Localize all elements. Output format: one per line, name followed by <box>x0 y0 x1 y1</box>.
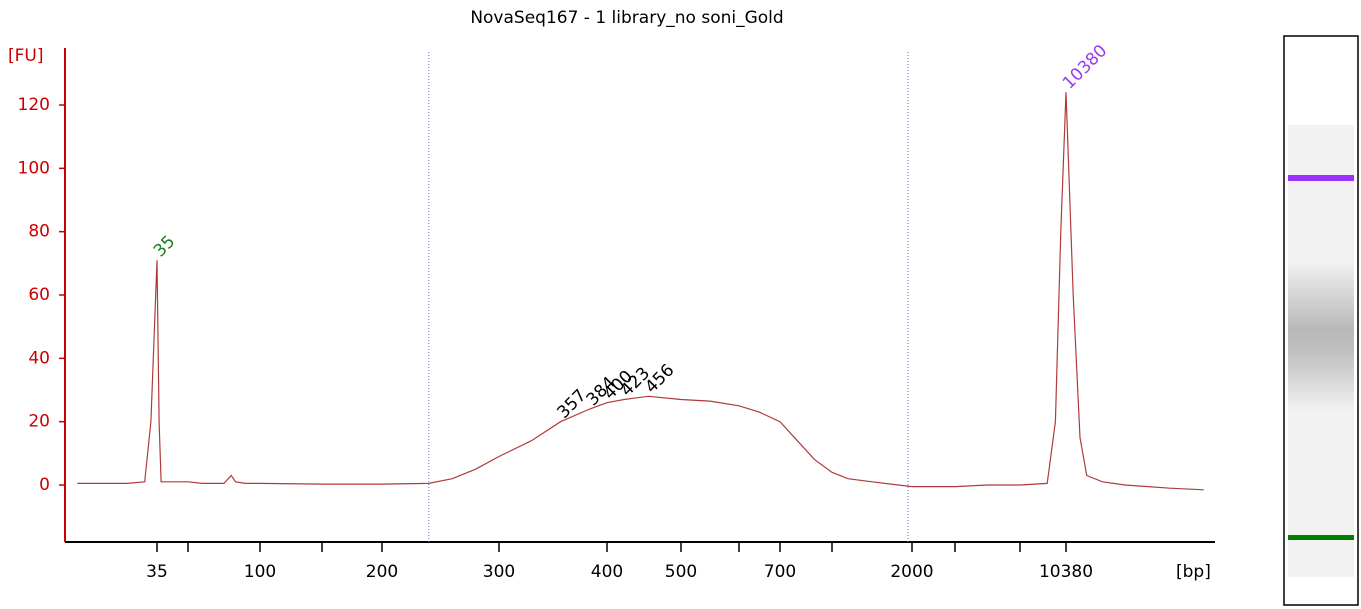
y-tick-label: 0 <box>39 475 50 495</box>
y-tick-label: 100 <box>18 158 50 178</box>
lower-marker-band <box>1288 535 1354 540</box>
peak-label: 357 <box>553 386 590 423</box>
y-tick-label: 80 <box>28 222 50 242</box>
x-tick-label: 300 <box>483 562 515 582</box>
gel-lane <box>1283 35 1359 606</box>
y-tick-label: 40 <box>28 348 50 368</box>
chart-title: NovaSeq167 - 1 library_no soni_Gold <box>470 8 783 28</box>
x-tick-label: 100 <box>244 562 276 582</box>
x-tick-label: 35 <box>146 562 168 582</box>
x-axis-label: [bp] <box>1176 562 1211 582</box>
trace-line <box>77 92 1204 491</box>
x-tick-label: 700 <box>764 562 796 582</box>
upper-marker-band <box>1288 175 1354 181</box>
y-tick-label: 60 <box>28 285 50 305</box>
x-tick-label: 200 <box>366 562 398 582</box>
y-tick-label: 120 <box>18 95 50 115</box>
x-tick-label: 10380 <box>1039 562 1093 582</box>
peak-label: 456 <box>641 360 678 397</box>
x-tick-label: 500 <box>665 562 697 582</box>
x-tick-label: 2000 <box>890 562 933 582</box>
peak-label: 35 <box>150 232 179 261</box>
y-axis-label: [FU] <box>8 46 44 66</box>
lane-smear <box>1288 262 1354 412</box>
x-tick-label: 400 <box>591 562 623 582</box>
y-tick-label: 20 <box>28 412 50 432</box>
peak-label: 10380 <box>1059 41 1111 93</box>
